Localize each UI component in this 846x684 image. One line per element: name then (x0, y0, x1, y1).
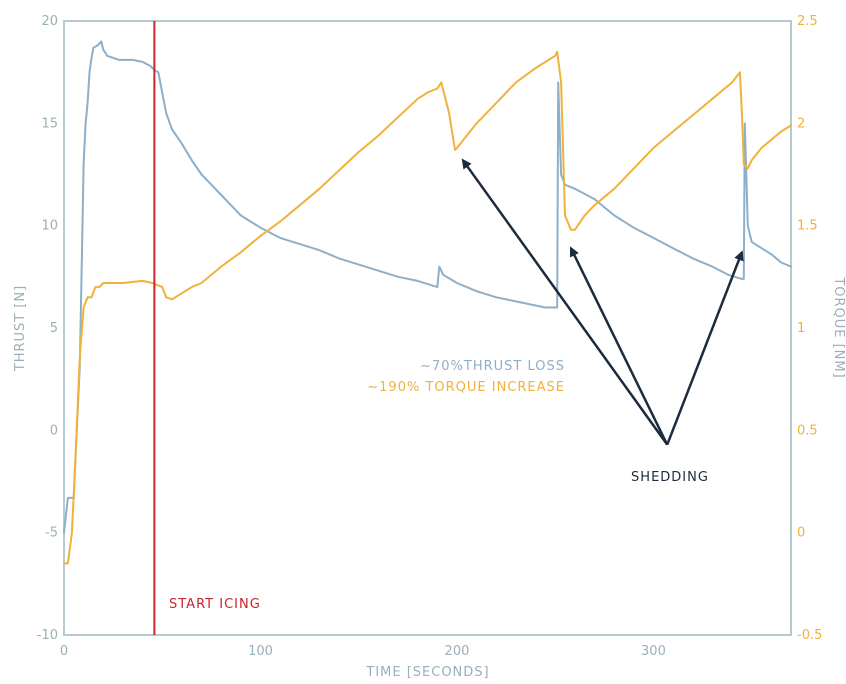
right-tick-label: 2 (797, 116, 805, 131)
right-tick-labels: -0.5 0 0.5 1 1.5 2 2.5 (797, 14, 822, 643)
bottom-tick-labels: 0 100 200 300 (60, 644, 666, 659)
x-tick-label: 200 (445, 644, 470, 659)
shedding-arrow (569, 246, 669, 446)
right-tick-label: 0 (797, 526, 805, 541)
y-axis-title-right: TORQUE [NM] (831, 276, 846, 378)
shedding-label: SHEDDING (631, 470, 709, 485)
right-tick-label: 1.5 (797, 219, 818, 234)
right-tick-label: -0.5 (797, 628, 822, 643)
left-tick-label: 15 (41, 116, 58, 131)
left-tick-labels: -10 -5 0 5 10 15 20 (37, 14, 58, 643)
left-tick-label: 10 (41, 219, 58, 234)
torque-series-line (63, 50, 792, 565)
shedding-arrows (461, 158, 744, 446)
x-tick-label: 300 (641, 644, 666, 659)
left-tick-label: 0 (50, 423, 58, 438)
left-tick-label: -10 (37, 628, 58, 643)
x-axis-title: TIME [SECONDS] (365, 665, 489, 680)
shedding-arrow (666, 250, 744, 446)
y-axis-title-left: THRUST [N] (13, 285, 28, 372)
left-tick-label: 20 (41, 14, 58, 29)
thrust-loss-annotation: ~70%THRUST LOSS (420, 359, 565, 374)
series-layer (63, 40, 792, 565)
plot-frame (63, 20, 792, 636)
x-tick-label: 100 (248, 644, 273, 659)
start-icing-label: START ICING (169, 597, 261, 612)
right-tick-label: 1 (797, 321, 805, 336)
x-tick-label: 0 (60, 644, 68, 659)
right-tick-label: 0.5 (797, 423, 818, 438)
left-tick-label: -5 (45, 526, 58, 541)
left-tick-label: 5 (50, 321, 58, 336)
shedding-arrow (461, 158, 669, 446)
right-tick-label: 2.5 (797, 14, 818, 29)
torque-increase-annotation: ~190% TORQUE INCREASE (367, 380, 565, 395)
thrust-series-line (63, 40, 792, 534)
